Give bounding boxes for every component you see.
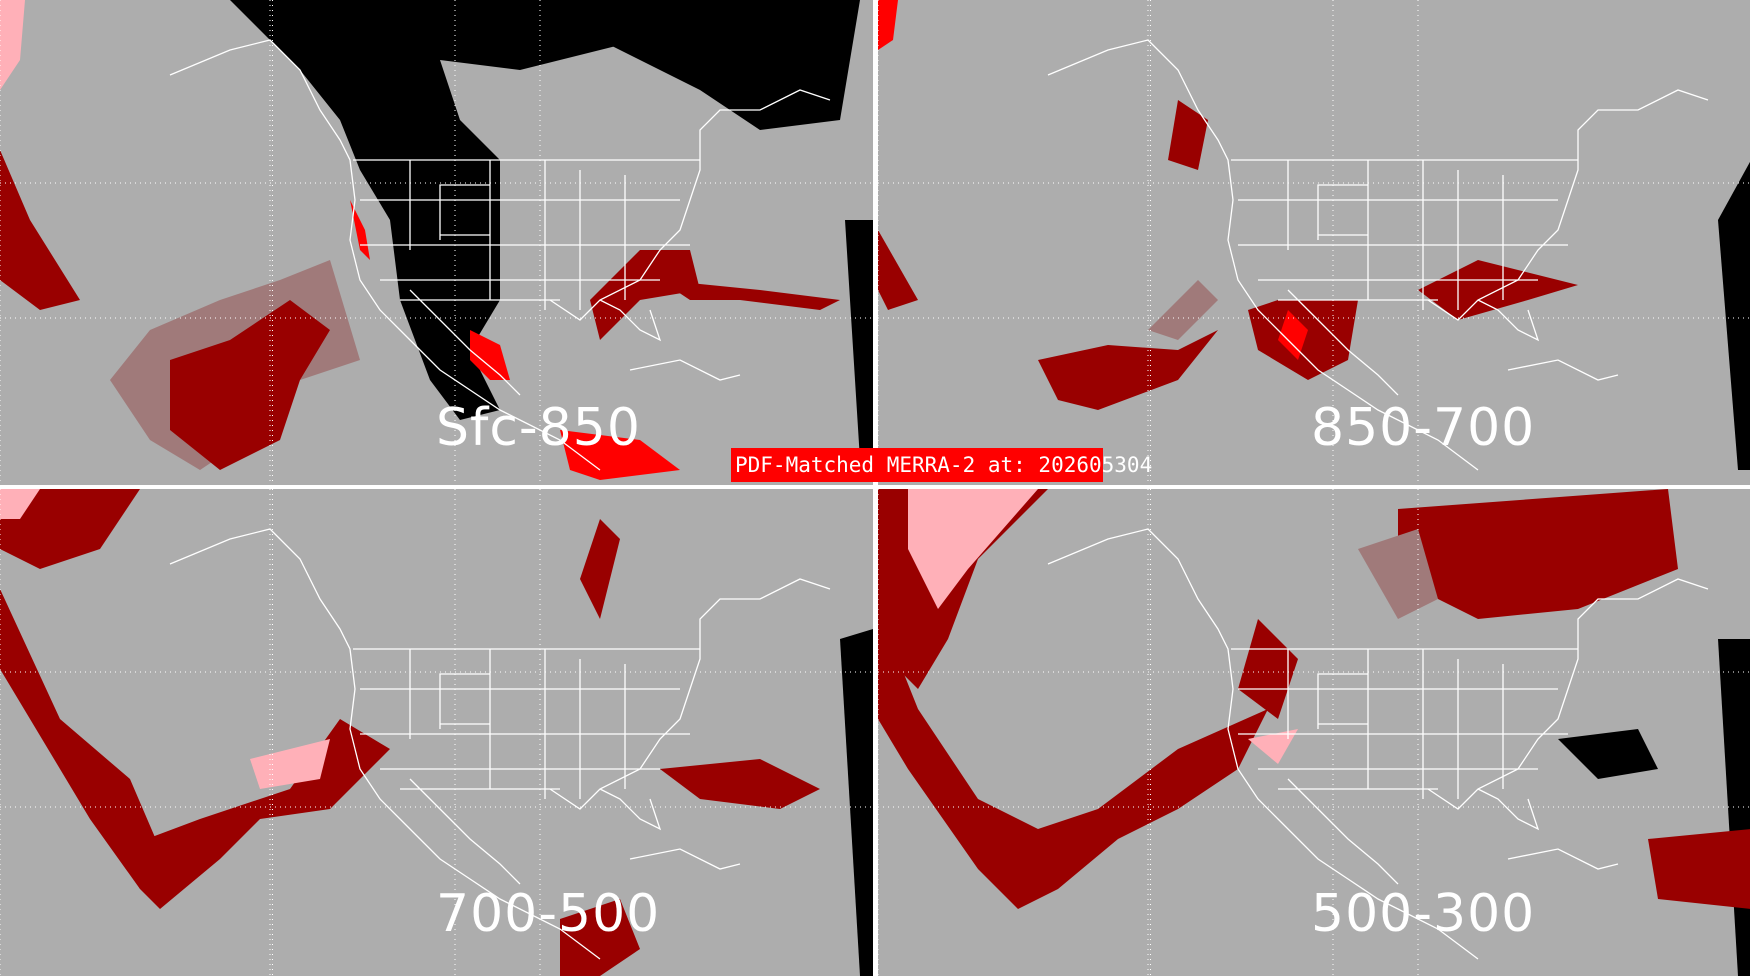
region-red <box>560 430 680 480</box>
region-black <box>1718 161 1750 470</box>
state-borders <box>1231 648 1578 799</box>
region-red <box>1278 310 1308 360</box>
map-canvas <box>0 0 873 485</box>
region-dark-red <box>1168 100 1208 170</box>
region-dark-red <box>1238 619 1298 719</box>
region-dark-red <box>1038 330 1218 410</box>
region-dark-red <box>660 280 840 310</box>
title-banner-background <box>731 448 1103 482</box>
map-canvas <box>878 0 1750 485</box>
region-dark-red <box>120 719 390 909</box>
region-dark-red <box>170 300 330 470</box>
region-dark-red <box>1648 829 1750 909</box>
region-dark-red <box>878 609 1268 909</box>
region-dark-red <box>0 589 160 889</box>
state-borders <box>353 648 700 799</box>
region-black <box>560 0 860 130</box>
region-dark-red <box>580 519 620 619</box>
title-banner: PDF-Matched MERRA-2 at: 202605304 <box>731 448 1152 482</box>
panel-label-sfc-850: Sfc-850 <box>436 398 641 458</box>
map-panel-500-300 <box>878 489 1750 976</box>
region-pink <box>0 0 25 90</box>
region-dark-red <box>560 899 640 976</box>
region-rose <box>1358 529 1438 619</box>
map-panel-sfc-850 <box>0 0 873 485</box>
map-canvas <box>0 489 873 976</box>
panel-label-700-500: 700-500 <box>436 884 661 944</box>
region-black <box>845 220 873 460</box>
region-dark-red <box>0 150 80 310</box>
region-red <box>470 330 510 380</box>
region-rose <box>1148 280 1218 340</box>
region-black <box>230 0 640 420</box>
map-panel-850-700 <box>878 0 1750 485</box>
region-pink <box>908 489 1038 609</box>
region-dark-red <box>660 759 820 809</box>
panel-label-500-300: 500-300 <box>1311 884 1536 944</box>
region-black <box>840 629 873 976</box>
region-dark-red <box>878 230 918 310</box>
panel-label-850-700: 850-700 <box>1311 398 1536 458</box>
map-canvas <box>878 489 1750 976</box>
region-pink <box>0 489 40 519</box>
region-dark-red <box>590 250 700 340</box>
region-dark-red <box>0 489 140 569</box>
region-red <box>878 0 898 50</box>
region-pink <box>1248 729 1298 764</box>
region-pink <box>250 739 330 789</box>
coastline <box>169 39 831 471</box>
title-text: PDF-Matched MERRA-2 at: 202605304 <box>735 453 1153 477</box>
region-dark-red <box>1398 489 1678 619</box>
coastline <box>169 528 831 960</box>
coastline <box>1047 39 1709 471</box>
map-panel-700-500 <box>0 489 873 976</box>
state-borders <box>1231 159 1578 310</box>
state-borders <box>353 159 700 310</box>
coastline <box>1047 528 1709 960</box>
region-black <box>1558 729 1658 779</box>
